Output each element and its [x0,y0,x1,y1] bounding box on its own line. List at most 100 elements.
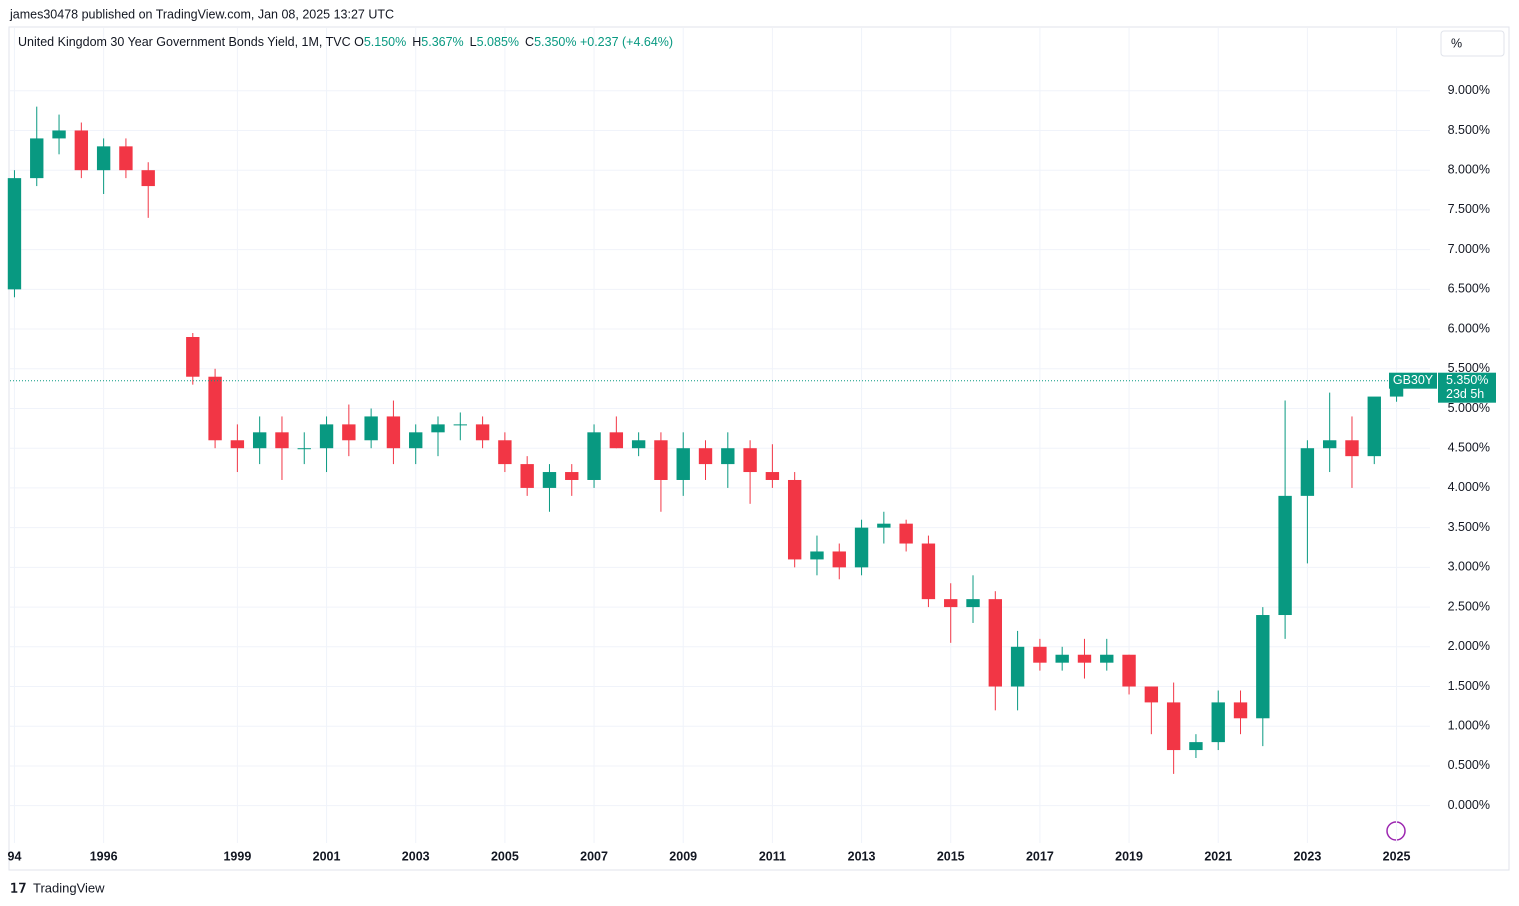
y-tick-label: 2.000% [1448,639,1490,653]
candle-body [319,424,334,449]
y-tick-label: 5.500% [1448,361,1490,375]
y-tick-label: 6.000% [1448,321,1490,335]
candle-body [297,448,311,450]
candle-body [1233,702,1248,719]
y-tick-label: 2.500% [1448,599,1490,613]
y-tick-label: 0.000% [1448,798,1490,812]
candle-body [453,424,467,426]
candle-body [1010,646,1025,687]
candle-body [1122,654,1136,687]
candle-body [565,472,579,480]
x-tick-label: 2021 [1204,849,1232,863]
y-tick-label: 9.000% [1448,83,1490,97]
scale-button[interactable] [1440,30,1505,57]
x-tick-label: 2013 [848,849,876,863]
candle-body [676,448,690,480]
candle-body [877,523,891,528]
symbol-header: United Kingdom 30 Year Government Bonds … [18,35,673,49]
candle-body [386,416,401,449]
candle-body [1300,448,1315,496]
candle-body [1033,646,1047,663]
price-badge-label: 5.350% [1446,373,1488,387]
candle-body [141,170,155,187]
x-tick-label: 94 [8,849,22,863]
field-key: L [469,35,477,49]
field-key: C [525,35,535,49]
candle-body [520,464,534,488]
candle-body [74,130,89,171]
candle-body [431,424,445,433]
candle-body [1322,440,1337,449]
candle-body [186,337,200,377]
candle-body [1189,742,1203,751]
x-tick-label: 2025 [1383,849,1411,863]
x-tick-label: 2003 [402,849,430,863]
y-tick-label: 7.000% [1448,242,1490,256]
snapshot-icon[interactable] [1386,821,1406,841]
x-tick-label: 2005 [491,849,519,863]
symbol-badge-label: GB30Y [1393,373,1434,387]
candle-body [1278,495,1292,616]
candle-body [921,543,936,600]
candle-body [854,527,869,568]
candle-body [252,432,267,449]
y-tick-label: 3.000% [1448,560,1490,574]
y-tick-label: 6.500% [1448,282,1490,296]
candle-body [1256,615,1270,719]
candle-body [542,472,557,488]
y-tick-label: 5.000% [1448,401,1490,415]
change: +0.237 (+4.64%) [579,35,674,49]
field-value: 5.367% [421,35,464,49]
candle-body [1055,654,1069,663]
x-tick-label: 2001 [313,849,341,863]
candle-body [364,416,378,441]
field-key: O [354,35,364,49]
candle-body [1100,654,1114,663]
candle-body [765,472,780,480]
candle-body [409,432,423,449]
candle-body [721,448,735,465]
candle-body [1345,440,1359,457]
candle-body [1367,396,1381,457]
candle-body [810,551,824,560]
y-tick-label: 3.500% [1448,520,1490,534]
candle-body [899,523,913,544]
candle-body [631,440,646,449]
candle-body [475,424,490,441]
candle-body [208,376,222,441]
candle-body [1077,654,1092,663]
candle-body [230,440,245,449]
field-value: 5.150% [363,35,407,49]
candle-body [1211,702,1225,743]
candle-body [342,424,356,441]
candle-body [498,440,512,465]
candle-body [96,146,111,171]
x-tick-label: 2007 [580,849,608,863]
candle-body [698,448,713,465]
candle-body [654,440,668,480]
y-tick-label: 8.500% [1448,123,1490,137]
candle-body [1144,686,1159,703]
candle-body [587,432,601,480]
candle-body [743,448,757,473]
candle-body [609,432,624,449]
x-tick-label: 2017 [1026,849,1054,863]
candle-body [966,599,980,608]
scale-button-label[interactable]: % [1451,36,1462,50]
candle-body [988,599,1002,687]
price-badge [1438,372,1496,403]
field-value: 5.350% [534,35,577,49]
y-tick-label: 4.000% [1448,480,1490,494]
candle-body [275,432,289,449]
x-tick-label: 1999 [223,849,251,863]
field-value: 5.085% [476,35,520,49]
symbol-badge [1389,372,1437,389]
x-tick-label: 2019 [1115,849,1143,863]
footer-brand: TradingView [33,880,105,895]
candle-body [119,146,133,171]
candle-body [1166,702,1181,751]
countdown-label: 23d 5h [1446,387,1484,401]
symbol-title: United Kingdom 30 Year Government Bonds … [18,35,351,49]
